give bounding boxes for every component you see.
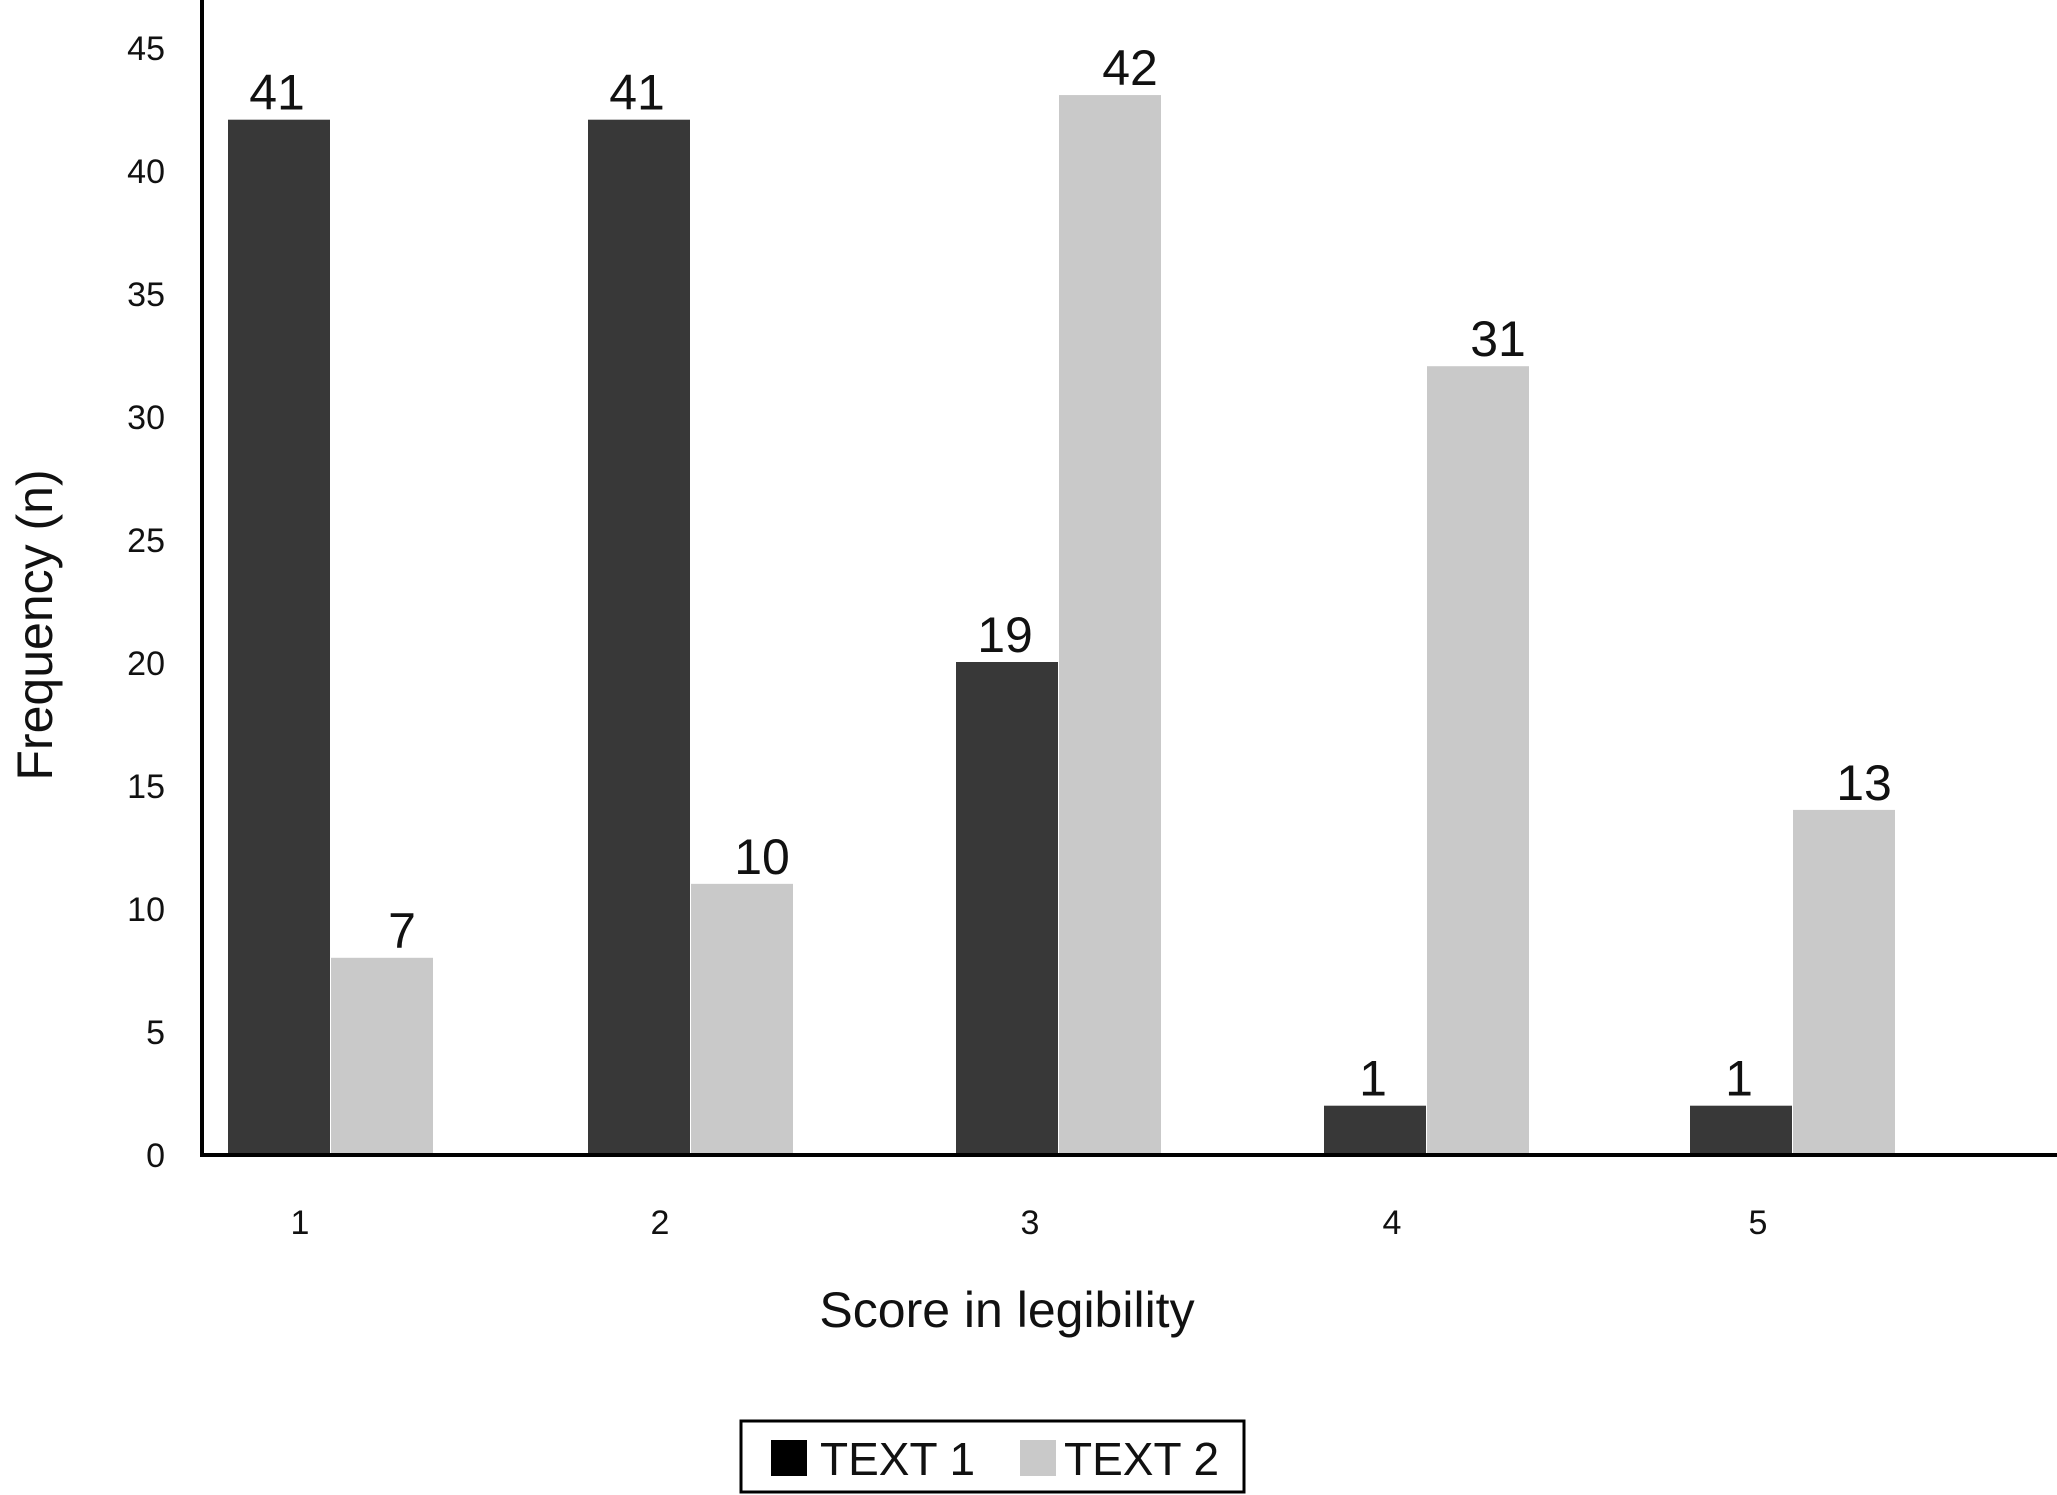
x-tick-label: 5: [1749, 1204, 1768, 1242]
x-tick-label: 2: [651, 1204, 670, 1242]
legend: TEXT 1 TEXT 2: [739, 1419, 1246, 1494]
legend-label-text-1: TEXT 1: [820, 1433, 975, 1485]
y-tick-label: 35: [127, 276, 165, 314]
bar-text-2-score-4: [1427, 366, 1529, 1155]
bar-text-1-score-3: [956, 662, 1058, 1155]
data-label: 1: [1725, 1051, 1753, 1107]
data-label: 7: [388, 903, 416, 959]
y-tick-label: 5: [146, 1014, 165, 1052]
data-label: 41: [249, 65, 305, 121]
bar-text-1-score-2: [588, 119, 690, 1156]
y-tick-label: 45: [127, 30, 165, 68]
bar-text-2-score-2: [691, 883, 793, 1155]
bar-text-2-score-5: [1793, 809, 1895, 1155]
x-tick-label: 4: [1383, 1204, 1402, 1242]
y-tick-label: 25: [127, 522, 165, 560]
bar-text-2-score-1: [331, 957, 433, 1155]
y-tick-label: 40: [127, 153, 165, 191]
data-label: 1: [1359, 1051, 1387, 1107]
data-label: 31: [1470, 311, 1526, 367]
y-tick-labels: 0 5 10 15 20 25 30 35 40 45: [127, 30, 165, 1175]
bar-text-1-score-5: [1690, 1105, 1792, 1155]
bar-text-1-score-4: [1324, 1105, 1426, 1155]
data-label: 13: [1836, 755, 1892, 811]
legend-box: [739, 1419, 1246, 1494]
data-label: 10: [734, 829, 790, 885]
bar-text-2-score-3: [1059, 95, 1161, 1155]
y-axis-title: Frequency (n): [7, 469, 63, 780]
legend-label-text-2: TEXT 2: [1064, 1433, 1219, 1485]
bar-text-1-score-1: [228, 119, 330, 1156]
x-tick-labels: 1 2 3 4 5: [291, 1204, 1768, 1242]
y-tick-label: 15: [127, 768, 165, 806]
x-tick-label: 3: [1021, 1204, 1040, 1242]
bars-group: [228, 95, 1895, 1156]
legend-swatch-text-1: [771, 1440, 807, 1476]
y-tick-label: 30: [127, 399, 165, 437]
x-axis-title: Score in legibility: [819, 1282, 1194, 1338]
data-label: 42: [1102, 40, 1158, 96]
legend-swatch-text-2: [1020, 1440, 1056, 1476]
data-label: 41: [609, 65, 665, 121]
data-label: 19: [977, 607, 1033, 663]
y-tick-label: 0: [146, 1137, 165, 1175]
y-tick-label: 10: [127, 891, 165, 929]
data-labels-group: 41 7 41 10 19 42 1 31 1 13: [249, 40, 1892, 1107]
y-tick-label: 20: [127, 645, 165, 683]
x-tick-label: 1: [291, 1204, 310, 1242]
